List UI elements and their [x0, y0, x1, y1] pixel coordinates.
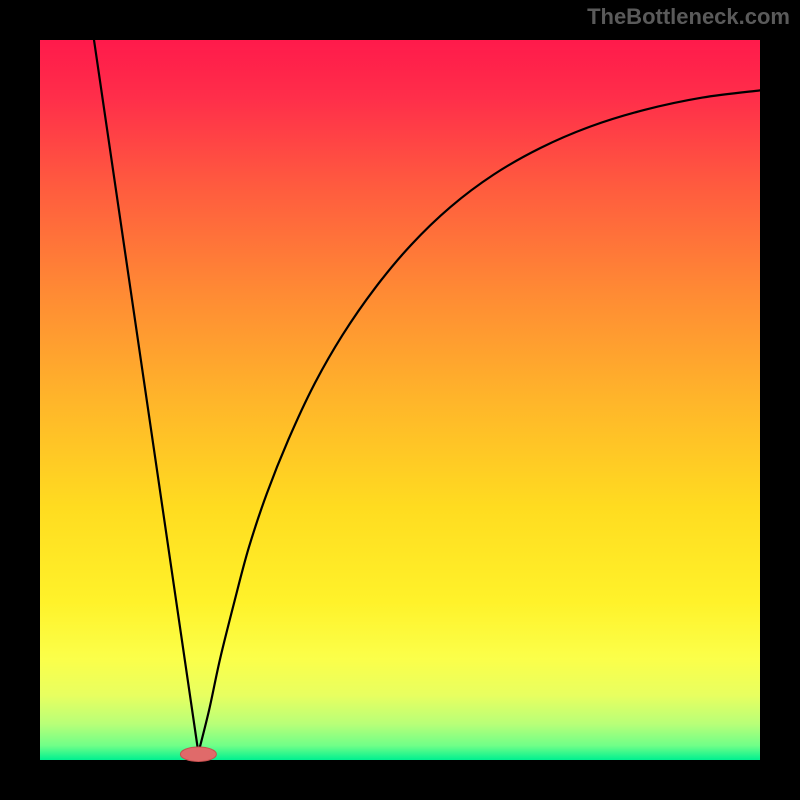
bottleneck-chart: [0, 0, 800, 800]
plot-background: [40, 40, 760, 760]
chart-container: { "watermark": { "text": "TheBottleneck.…: [0, 0, 800, 800]
optimal-marker: [180, 747, 216, 761]
watermark-text: TheBottleneck.com: [587, 4, 790, 30]
